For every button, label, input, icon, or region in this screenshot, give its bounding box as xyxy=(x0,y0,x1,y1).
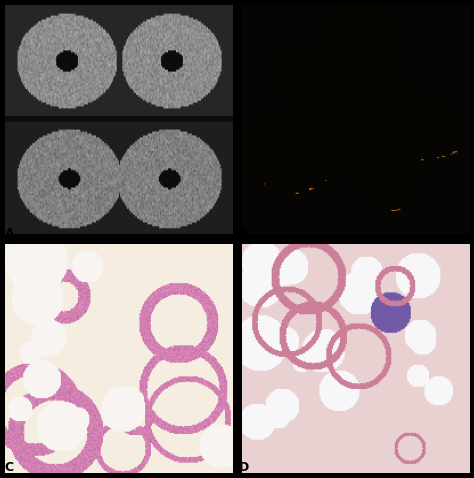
Text: D: D xyxy=(239,461,250,474)
Text: A: A xyxy=(5,227,14,239)
Text: B: B xyxy=(239,227,249,239)
Text: C: C xyxy=(5,461,14,474)
